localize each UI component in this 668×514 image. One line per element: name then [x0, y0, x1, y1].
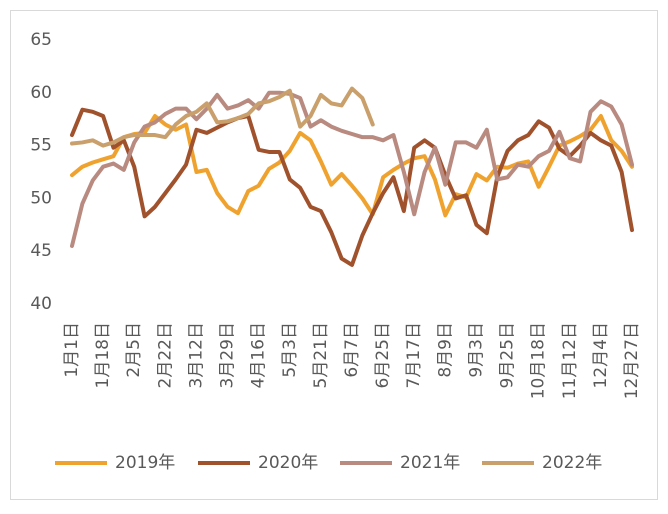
y-tick-label: 45: [30, 241, 52, 261]
y-tick-label: 40: [30, 294, 52, 314]
x-tick-label: 5月3日: [280, 322, 300, 378]
series-line: [70, 107, 634, 267]
legend-label: 2021年: [400, 453, 460, 473]
x-tick-label: 9月25日: [498, 322, 518, 388]
x-tick-label: 1月1日: [62, 322, 82, 378]
x-tick-label: 9月3日: [466, 322, 486, 378]
y-tick-label: 60: [30, 83, 52, 103]
y-tick-label: 55: [30, 136, 52, 156]
x-tick-label: 2月22日: [155, 322, 175, 388]
legend-label: 2022年: [542, 453, 602, 473]
series-line: [70, 90, 634, 248]
x-tick-label: 6月7日: [342, 322, 362, 378]
x-tick-label: 7月17日: [404, 322, 424, 388]
chart-frame: [10, 10, 658, 500]
x-tick-label: 8月9日: [435, 322, 455, 378]
x-tick-label: 6月25日: [373, 322, 393, 388]
x-tick-label: 3月12日: [186, 322, 206, 388]
x-tick-label: 11月12日: [560, 322, 580, 399]
x-tick-label: 12月27日: [622, 322, 642, 399]
series-line: [70, 86, 375, 148]
x-tick-label: 3月29日: [218, 322, 238, 388]
x-tick-label: 2月5日: [124, 322, 144, 378]
y-tick-label: 50: [30, 188, 52, 208]
legend-label: 2019年: [115, 453, 175, 473]
x-tick-label: 10月18日: [529, 322, 549, 399]
series-line: [70, 114, 634, 218]
x-tick-label: 1月18日: [93, 322, 113, 388]
x-tick-label: 4月16日: [249, 322, 269, 388]
x-tick-label: 12月4日: [591, 322, 611, 388]
y-tick-label: 65: [30, 30, 52, 50]
x-tick-label: 5月21日: [311, 322, 331, 388]
legend-label: 2020年: [258, 453, 318, 473]
